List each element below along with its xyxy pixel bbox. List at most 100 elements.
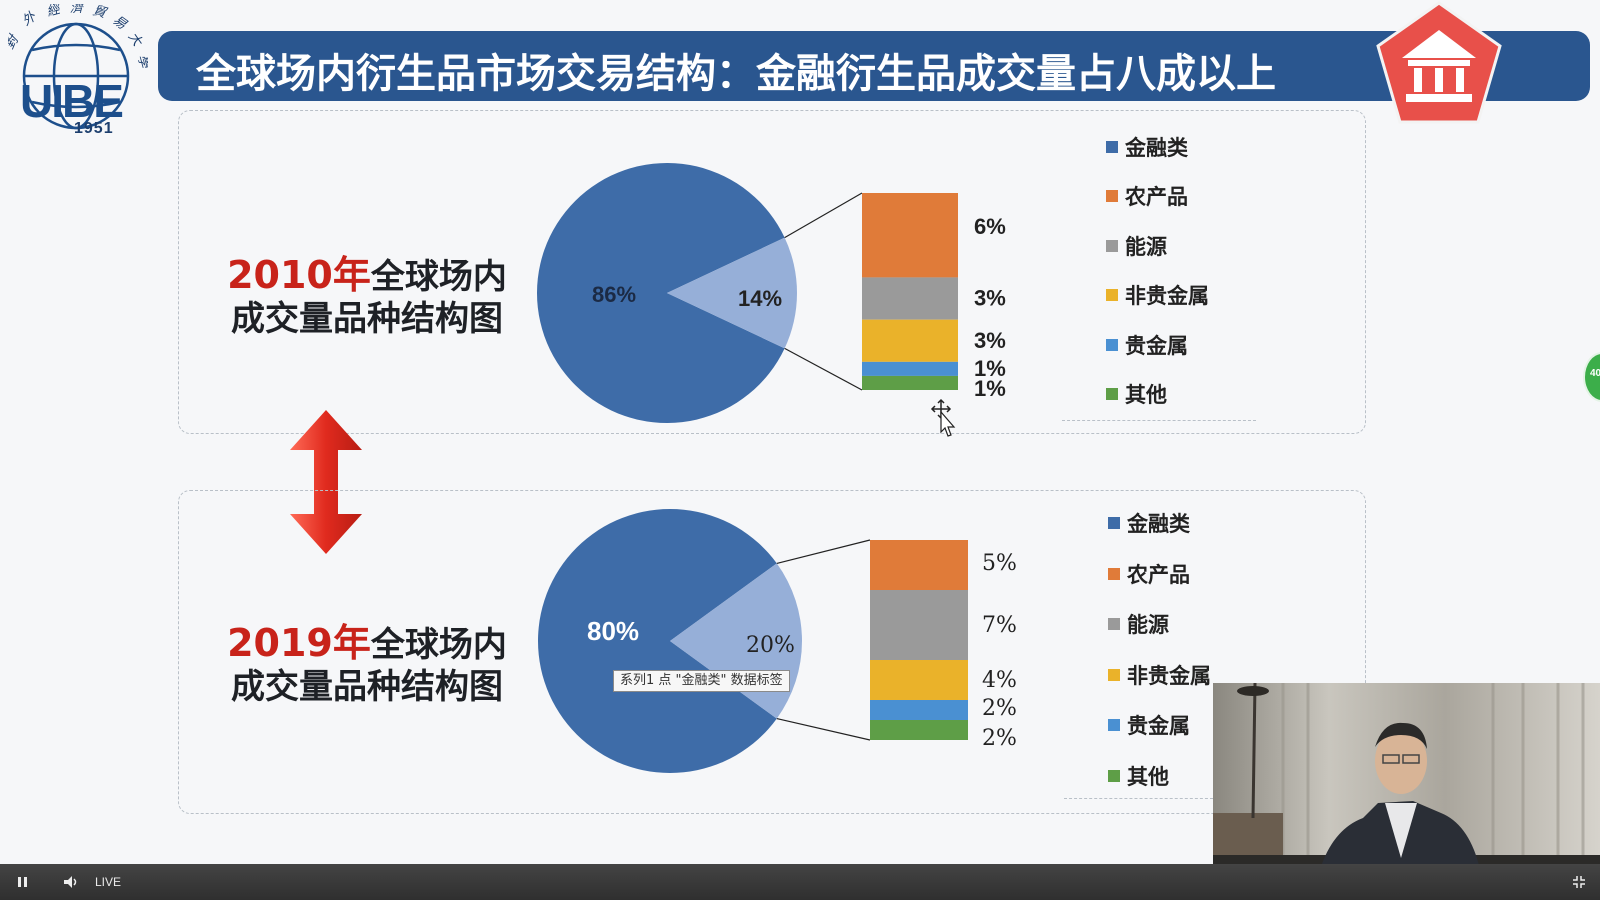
legend-label: 非贵金属 [1125,284,1209,309]
pause-icon [18,877,27,887]
legend-label: 农产品 [1127,562,1190,587]
building-columns-icon [1372,0,1506,130]
slide-title: 全球场内衍生品市场交易结构：金融衍生品成交量占八成以上 [196,51,1276,97]
svg-text:大: 大 [125,30,146,51]
legend-swatch [1106,338,1118,351]
legend-label: 其他 [1127,764,1169,789]
legend-label: 金融类 [1125,135,1188,160]
legend-label: 贵金属 [1127,714,1190,739]
svg-text:對: 對 [8,32,23,52]
connector-line [776,539,871,564]
svg-text:學: 學 [134,53,148,70]
legend-item: 能源 [1106,221,1209,271]
legend-swatch [1108,618,1120,631]
pie-data-label-other: 20% [746,633,795,658]
svg-text:易: 易 [110,13,130,33]
legend-swatch [1106,140,1118,153]
bar-data-label: 2% [982,726,1017,751]
legend-item: 农产品 [1108,549,1211,600]
bar-segment [870,700,968,720]
pie-data-label-main: 86% [592,282,636,307]
chart-panel-2010 [178,110,1366,434]
pie-of-bar-chart-2010: 6% 3% 3% 1%1% 86% 14% [537,162,1006,423]
bar-data-label: 1% [974,356,1006,381]
legend-item: 能源 [1108,599,1211,650]
pie-of-bar-chart-2019: 5% 7% 4% 2% 2% 80% 20% [538,509,1017,773]
exit-fullscreen-icon [1573,876,1585,888]
legend-swatch [1108,517,1120,530]
bar-segment [862,319,958,362]
legend-label: 能源 [1127,613,1169,638]
bar-segment [870,660,968,700]
title-bar: 全球场内衍生品市场交易结构：金融衍生品成交量占八成以上 [158,31,1590,101]
legend-label: 金融类 [1127,512,1190,537]
svg-text:濟: 濟 [70,4,85,16]
bar-segment [862,361,958,376]
chart-heading-2019: 2019年全球场内 成交量品种结构图 [222,622,512,708]
legend-label: 能源 [1125,234,1167,259]
legend-item: 金融类 [1106,122,1209,172]
bar-data-label: 3% [974,286,1006,311]
volume-button[interactable] [62,864,80,900]
pie-data-label-main: 80% [587,616,639,646]
legend-2019: 金融类农产品能源非贵金属贵金属其他 [1108,498,1211,801]
bar-data-label: 2% [982,696,1017,721]
legend-item: 贵金属 [1106,320,1209,370]
heading-year: 2010年 [227,253,371,297]
pie-slice-financial [537,162,785,423]
bar-segment [862,375,958,390]
presenter-video[interactable] [1213,683,1600,864]
data-label-tooltip: 系列1 点 "金融类" 数据标签 [613,670,790,692]
globe-icon: 對 外 經 濟 貿 易 大 學 [2,0,152,130]
bar-segment [870,720,968,740]
move-cursor-icon [930,398,956,437]
legend-item: 其他 [1108,751,1211,802]
legend-label: 其他 [1125,383,1167,408]
side-badge-count: 40 [1590,368,1600,379]
heading-text: 全球场内 [370,257,507,297]
legend-label: 贵金属 [1125,333,1188,358]
heading-line2: 成交量品种结构图 [231,299,503,339]
legend-divider [1064,798,1218,799]
legend-swatch [1108,769,1120,782]
live-indicator: LIVE [95,875,122,889]
legend-item: 金融类 [1108,498,1211,549]
slide: 對 外 經 濟 貿 易 大 學 UIBE 1951 全球场内衍生品市场交易结构：… [2,0,1600,864]
legend-swatch [1106,190,1118,203]
legend-item: 非贵金属 [1106,271,1209,321]
pie-slice-financial [538,509,777,773]
pie-slice-other [667,237,797,349]
svg-text:外: 外 [20,9,40,29]
bar-data-label: 7% [982,613,1017,638]
pie-data-label-other: 14% [738,286,782,311]
legend-swatch [1106,289,1118,302]
legend-swatch [1106,388,1118,401]
uibe-logo: 對 外 經 濟 貿 易 大 學 UIBE 1951 [2,0,152,137]
bar-segment [862,277,958,320]
double-arrow-vertical-icon [290,410,362,554]
exit-fullscreen-button[interactable] [1572,864,1586,900]
logo-wordmark: UIBE [20,75,124,127]
svg-text:經: 經 [45,4,63,20]
legend-item: 贵金属 [1108,700,1211,751]
bar-data-label: 5% [982,551,1017,576]
legend-swatch [1108,719,1120,732]
volume-icon [64,876,77,888]
bar-data-label: 1% [974,376,1006,401]
pause-button[interactable] [16,864,30,900]
legend-item: 农产品 [1106,172,1209,222]
connector-line [784,192,863,239]
side-float-button[interactable]: 40 [1583,352,1600,402]
svg-text:貿: 貿 [91,4,109,22]
legend-item: 非贵金属 [1108,650,1211,701]
heading-year: 2019年 [227,621,371,665]
chart-heading-2010: 2010年全球场内 成交量品种结构图 [222,254,512,340]
legend-swatch [1108,567,1120,580]
bar-segment [870,540,968,590]
legend-swatch [1108,668,1120,681]
player-control-bar: LIVE [0,864,1600,900]
heading-text: 全球场内 [370,625,507,665]
logo-year: 1951 [74,120,114,137]
heading-line2: 成交量品种结构图 [231,667,503,707]
bar-data-label: 6% [974,214,1006,239]
